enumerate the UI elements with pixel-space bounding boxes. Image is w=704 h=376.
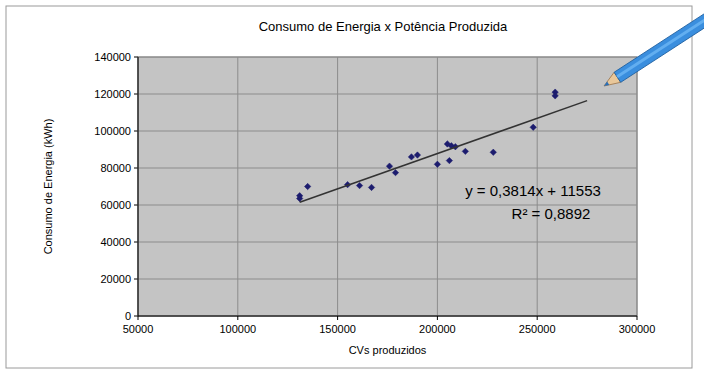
tick-label: 100000 bbox=[219, 323, 256, 335]
tick-label: 140000 bbox=[94, 51, 131, 63]
point bbox=[552, 93, 558, 99]
grid-line bbox=[138, 131, 637, 132]
axis-line bbox=[138, 316, 637, 317]
point bbox=[434, 161, 440, 167]
y-axis-label: Consumo de Energia (kWh) bbox=[42, 119, 54, 255]
x-axis-label: CVs produzidos bbox=[349, 344, 427, 356]
grid-line bbox=[138, 279, 637, 280]
tick bbox=[134, 242, 138, 243]
tick-label: 80000 bbox=[100, 162, 131, 174]
annotation: y = 0,3814x + 11553 bbox=[465, 182, 601, 199]
annotation: R² = 0,8892 bbox=[512, 205, 591, 222]
pencil-tip bbox=[603, 82, 609, 88]
tick bbox=[237, 316, 238, 320]
tick-label: 150000 bbox=[319, 323, 356, 335]
grid-line bbox=[138, 94, 637, 95]
tick-label: 20000 bbox=[100, 273, 131, 285]
tick-label: 120000 bbox=[94, 88, 131, 100]
point bbox=[408, 154, 414, 160]
point bbox=[386, 163, 392, 169]
plot-area bbox=[138, 57, 637, 316]
tick-label: 0 bbox=[125, 310, 131, 322]
tick-label: 60000 bbox=[100, 199, 131, 211]
point bbox=[304, 183, 310, 189]
tick bbox=[134, 131, 138, 132]
tick bbox=[337, 316, 338, 320]
pencil-shine bbox=[616, 16, 704, 78]
point bbox=[392, 169, 398, 175]
grid-line bbox=[337, 57, 338, 316]
chart-frame bbox=[6, 6, 692, 368]
pencil-body bbox=[614, 12, 704, 82]
tick bbox=[138, 316, 139, 320]
tick-label: 50000 bbox=[123, 323, 154, 335]
tick-label: 200000 bbox=[419, 323, 456, 335]
title: Consumo de Energia x Potência Produzida bbox=[259, 19, 508, 34]
pencil bbox=[601, 12, 704, 91]
tick-label: 40000 bbox=[100, 236, 131, 248]
tick bbox=[134, 316, 138, 317]
point bbox=[462, 148, 468, 154]
grid-line bbox=[138, 57, 139, 316]
point bbox=[356, 182, 362, 188]
axis-line bbox=[138, 57, 139, 316]
grid-line bbox=[138, 316, 637, 317]
grid-line bbox=[237, 57, 238, 316]
tick-label: 100000 bbox=[94, 125, 131, 137]
grid-line bbox=[437, 57, 438, 316]
tick bbox=[134, 168, 138, 169]
tick bbox=[537, 316, 538, 320]
tick-label: 300000 bbox=[619, 323, 656, 335]
grid-line bbox=[138, 57, 637, 58]
point bbox=[446, 157, 452, 163]
tick bbox=[134, 94, 138, 95]
grid-line bbox=[637, 57, 638, 316]
chart: Consumo de Energia x Potência Produzida 0… bbox=[0, 0, 704, 376]
point bbox=[530, 124, 536, 130]
point bbox=[490, 149, 496, 155]
tick bbox=[134, 205, 138, 206]
tick-label: 250000 bbox=[519, 323, 556, 335]
tick bbox=[134, 57, 138, 58]
tick bbox=[134, 279, 138, 280]
point bbox=[414, 152, 420, 158]
tick bbox=[637, 316, 638, 320]
tick bbox=[437, 316, 438, 320]
point bbox=[368, 184, 374, 190]
grid-line bbox=[138, 242, 637, 243]
